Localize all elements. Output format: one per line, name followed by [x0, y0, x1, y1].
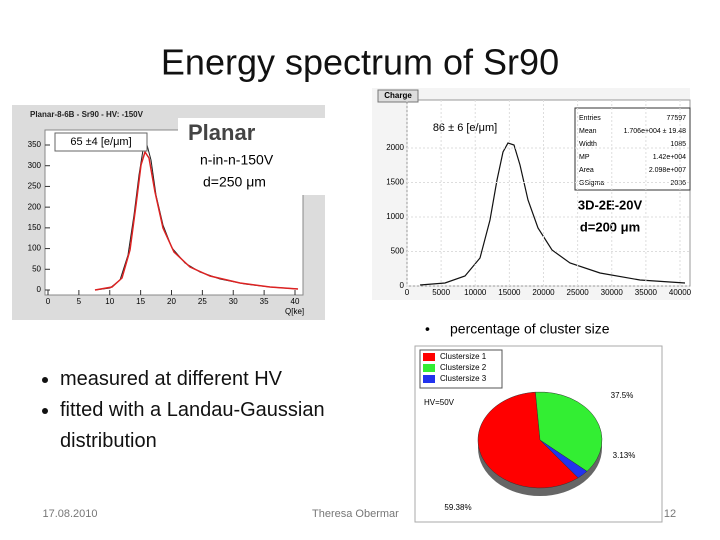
footer-date: 17.08.2010 — [42, 508, 97, 520]
x-tick-label: 5000 — [432, 288, 450, 297]
bullet-item: fitted with a Landau-Gaussian distributi… — [60, 395, 370, 457]
x-tick-label: 10 — [105, 297, 114, 306]
stats-value: 1.42e+004 — [653, 154, 686, 161]
legend-label: Clustersize 1 — [440, 352, 487, 361]
y-tick-label: 500 — [391, 247, 405, 256]
bullet-symbol: • — [425, 321, 430, 337]
pie-label: 59.38% — [444, 503, 471, 512]
x-tick-label: 25 — [198, 297, 207, 306]
stats-key: Entries — [579, 115, 601, 122]
bullet-item: measured at different HV — [60, 364, 370, 395]
y-tick-label: 300 — [28, 161, 42, 170]
pie-hv: HV=50V — [424, 398, 455, 407]
y-tick-label: 200 — [28, 202, 42, 211]
x-tick-label: 35 — [260, 297, 269, 306]
bullet-list: measured at different HVfitted with a La… — [28, 364, 370, 457]
y-tick-label: 50 — [32, 264, 41, 273]
x-tick-label: 5 — [77, 297, 82, 306]
left-fit-curve — [94, 150, 299, 291]
x-tick-label: 40 — [291, 297, 300, 306]
slide-title: Energy spectrum of Sr90 — [161, 42, 559, 83]
y-tick-label: 1000 — [386, 212, 404, 221]
x-tick-label: 20000 — [532, 288, 555, 297]
left-plot-header: Planar-8-6B - Sr90 - HV: -150V — [30, 110, 144, 119]
pie: 59.38% Clustersize 1 37.5% Clustersize 2 3.1… — [423, 352, 635, 512]
stats-key: Area — [579, 167, 594, 174]
y-tick-label: 100 — [28, 244, 42, 253]
stats-key: GSigma — [579, 180, 604, 187]
right-overlay-line: d=200 μm — [580, 219, 640, 234]
x-tick-label: 0 — [405, 288, 410, 297]
left-overlay-title: Planar — [188, 120, 256, 145]
stats-value: 1085 — [670, 141, 686, 148]
right-annotation: 86 ± 6 [e/μm] — [433, 122, 497, 134]
right-header-box — [377, 89, 419, 103]
legend-swatch — [423, 353, 435, 361]
x-tick-label: 0 — [46, 297, 51, 306]
stats-value: 77597 — [667, 115, 687, 122]
stats-key: Mean — [579, 128, 597, 135]
left-overlay-line: d=250 μm — [203, 174, 266, 190]
stats-value: 2.098e+007 — [649, 167, 686, 174]
footer-page: 12 — [664, 508, 676, 520]
right-annotation-box — [420, 118, 510, 138]
x-tick-label: 35000 — [635, 288, 658, 297]
left-x-label: Q[ke] — [285, 307, 304, 316]
y-tick-label: 2000 — [386, 143, 404, 152]
x-tick-label: 15000 — [498, 288, 521, 297]
stats-key: Width — [579, 141, 597, 148]
left-overlay-line: n-in-n-150V — [200, 152, 274, 168]
legend-label: Clustersize 2 — [440, 363, 487, 372]
x-tick-label: 30 — [229, 297, 238, 306]
stats-value: 2036 — [670, 180, 686, 187]
y-tick-label: 350 — [28, 140, 42, 149]
y-tick-label: 150 — [28, 223, 42, 232]
stats-key: MP — [579, 154, 590, 161]
right-overlay-line: 3D-2E-20V — [578, 197, 643, 212]
x-tick-label: 30000 — [601, 288, 624, 297]
y-tick-label: 250 — [28, 182, 42, 191]
pie-caption: percentage of cluster size — [450, 321, 610, 337]
left-annotation-box — [54, 132, 148, 152]
left-annotation: 65 ±4 [e/μm] — [70, 136, 131, 148]
stats-value: 1.706e+004 ± 19.48 — [624, 128, 687, 135]
x-tick-label: 10000 — [464, 288, 487, 297]
x-tick-label: 25000 — [567, 288, 590, 297]
footer-author: Theresa Obermar — [312, 508, 399, 520]
right-plot-header: Charge — [384, 91, 412, 100]
legend-swatch — [423, 364, 435, 372]
left-overlay-box — [178, 118, 325, 195]
pie-label: 37.5% — [611, 391, 634, 400]
pie-slice — [539, 439, 588, 479]
y-tick-label: 0 — [37, 285, 42, 294]
x-tick-label: 40000 — [669, 288, 692, 297]
x-tick-label: 20 — [167, 297, 176, 306]
legend-swatch — [423, 375, 435, 383]
pie-slice — [477, 391, 579, 489]
pie-label: 3.13% — [613, 451, 636, 460]
stats-box — [574, 107, 691, 191]
x-tick-label: 15 — [136, 297, 145, 306]
legend-label: Clustersize 3 — [440, 374, 487, 383]
y-tick-label: 0 — [400, 281, 405, 290]
pie-slice — [535, 391, 603, 472]
stats-rows: Entries 77597 Mean 1.706e+004 ± 19.48 Width 1… — [579, 115, 686, 187]
y-tick-label: 1500 — [386, 178, 404, 187]
